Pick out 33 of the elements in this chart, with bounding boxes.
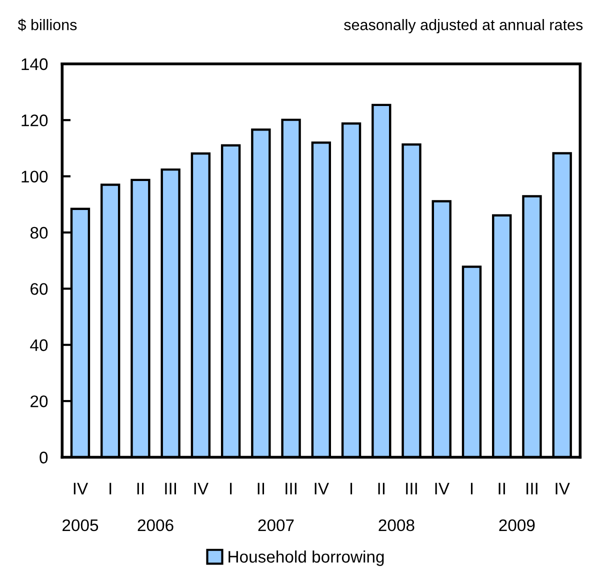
x-tick-label: IV [194, 482, 208, 494]
x-tick-label: III [286, 482, 296, 494]
x-tick-label: I [350, 482, 352, 494]
y-tick-label: 60 [30, 283, 48, 295]
x-tick-label: II [378, 482, 384, 494]
x-tick-label: II [137, 482, 144, 494]
text: 2006 [138, 519, 174, 532]
x-tick-label: II [258, 482, 264, 494]
y-tick-label: 120 [22, 114, 48, 126]
x-tick-label: III [406, 482, 417, 494]
text: 2005 [62, 519, 98, 532]
y-tick-label: 20 [30, 395, 48, 408]
x-tick-label: I [230, 482, 232, 494]
y-tick-label: 0 [40, 452, 48, 464]
y-tick-label: 140 [22, 58, 48, 70]
text: 2008 [378, 519, 414, 532]
x-tick-label: IV [314, 482, 329, 494]
x-tick-label: III [165, 482, 176, 494]
chart-subtitle: seasonally adjusted at annual rates [344, 19, 583, 34]
x-tick-label: IV [74, 482, 88, 494]
y-tick-label: 80 [30, 226, 48, 239]
y-axis-title: $ billions [18, 18, 77, 32]
legend-label: Household borrowing [228, 550, 384, 566]
y-tick-label: 100 [22, 170, 48, 182]
x-tick-label: I [110, 482, 112, 494]
x-tick-label: I [470, 482, 473, 494]
x-tick-label: IV [435, 482, 450, 494]
y-tick-label: 40 [30, 339, 48, 352]
text: 2007 [258, 519, 294, 532]
x-tick-label: IV [556, 482, 570, 494]
x-tick-label: III [526, 482, 538, 494]
text: 2009 [499, 519, 535, 532]
x-tick-label: II [498, 482, 505, 494]
